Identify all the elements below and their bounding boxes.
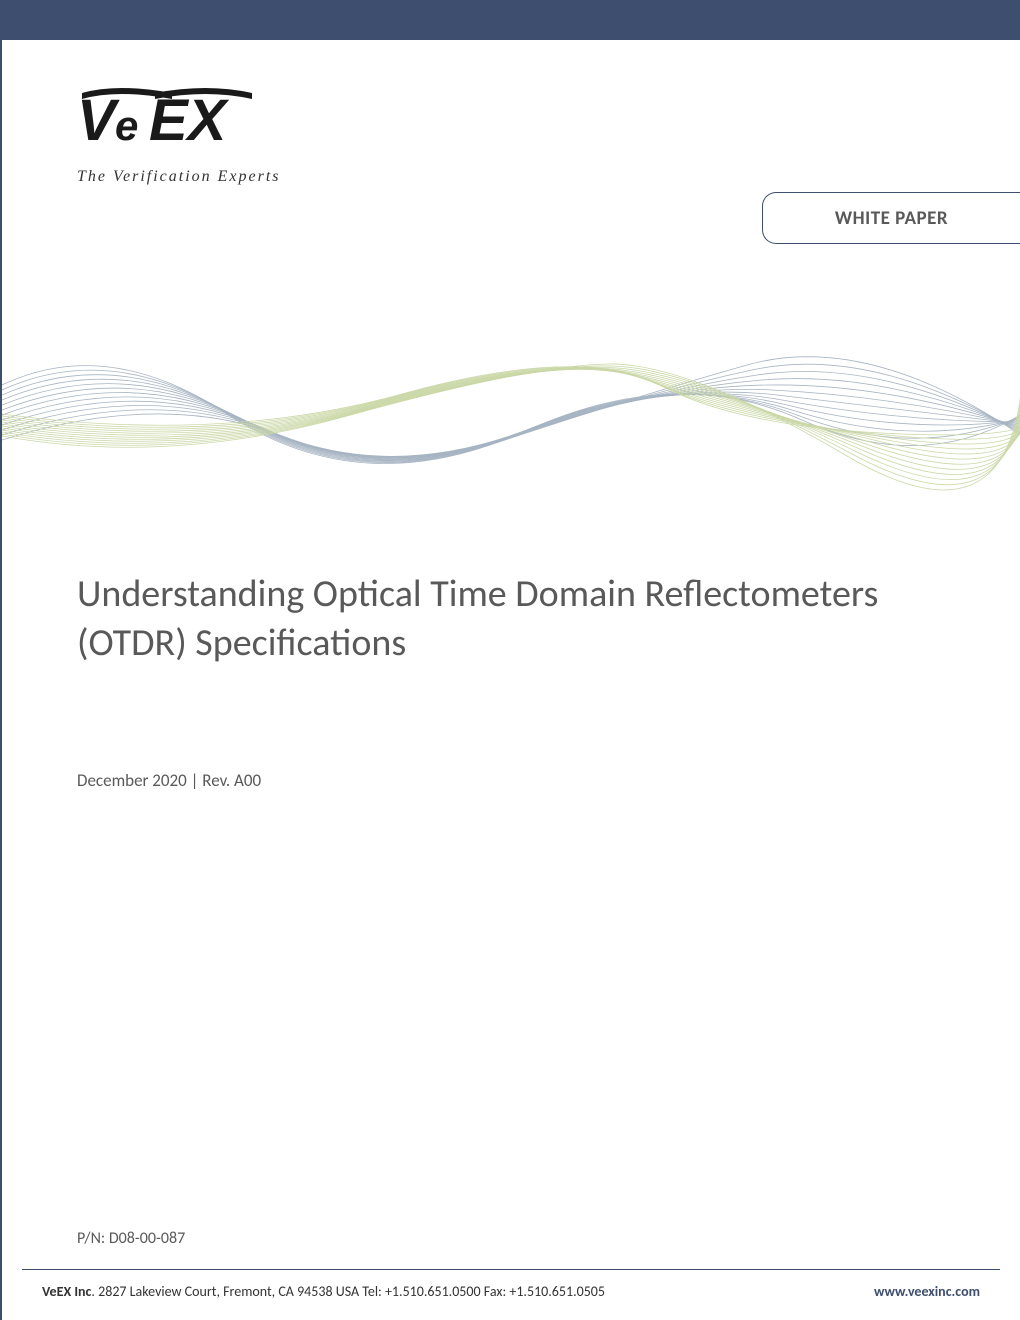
footer-company: VeEX Inc: [42, 1283, 91, 1300]
footer-website: www.veexinc.com: [874, 1283, 980, 1300]
footer-address: VeEX Inc. 2827 Lakeview Court, Fremont, …: [42, 1283, 605, 1300]
company-logo: V e EX The Verification Experts: [77, 85, 297, 186]
svg-text:V: V: [77, 88, 120, 153]
date-revision: December 2020 | Rev. A00: [77, 770, 261, 791]
document-title: Understanding Optical Time Domain Reflec…: [77, 570, 945, 669]
footer-address-text: . 2827 Lakeview Court, Fremont, CA 94538…: [91, 1283, 605, 1300]
svg-text:e: e: [115, 102, 138, 149]
part-number: P/N: D08-00-087: [77, 1229, 185, 1248]
top-bar: [2, 0, 1020, 40]
white-paper-badge: WHITE PAPER: [762, 192, 1020, 244]
footer-divider: [22, 1269, 1000, 1270]
badge-label: WHITE PAPER: [835, 207, 948, 230]
page-footer: VeEX Inc. 2827 Lakeview Court, Fremont, …: [42, 1283, 980, 1300]
veex-logo-svg: V e EX: [77, 85, 297, 155]
decorative-wave-graphic: [2, 300, 1020, 530]
logo-tagline: The Verification Experts: [77, 168, 297, 186]
